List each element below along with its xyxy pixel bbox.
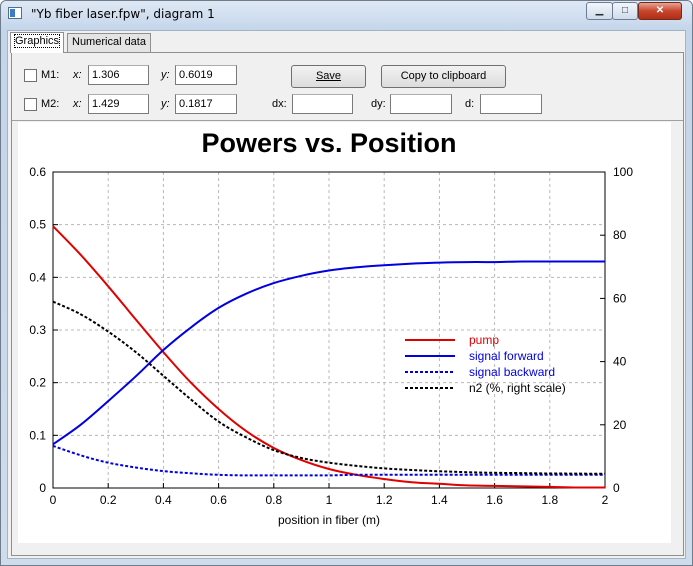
y2-tick-label: 20 — [613, 418, 627, 432]
m1-y-label: y: — [161, 69, 170, 81]
x-tick-label: 1 — [326, 493, 333, 507]
series-line-pump — [52, 225, 606, 489]
y-tick-label: 0.3 — [29, 323, 46, 337]
maximize-button[interactable]: □ — [612, 2, 638, 20]
y-tick-label: 0.1 — [29, 428, 46, 442]
m1-checkbox[interactable] — [24, 69, 37, 82]
close-icon: ✕ — [655, 5, 665, 16]
separator — [12, 120, 683, 121]
tab-numerical-data[interactable]: Numerical data — [67, 33, 151, 52]
y-tick-label: 0.4 — [29, 270, 46, 284]
legend-label: signal backward — [469, 365, 555, 379]
x-axis-label: position in fiber (m) — [278, 513, 380, 527]
dx-label: dx: — [272, 98, 287, 110]
y2-tick-label: 80 — [613, 228, 627, 242]
y-tick-label: 0.5 — [29, 218, 46, 232]
y2-tick-label: 60 — [613, 291, 627, 305]
series-line-signal — [52, 260, 605, 446]
d-label: d: — [465, 98, 475, 110]
window-title: "Yb fiber laser.fpw", diagram 1 — [31, 7, 215, 21]
y-tick-label: 0 — [39, 481, 46, 495]
y-tick-label: 0.6 — [29, 165, 46, 179]
series-line-n2 — [52, 300, 606, 475]
chart-svg: Powers vs. Position 0 0.2 0.4 0.6 0.8 1 1.2 1.4 1… — [29, 128, 633, 527]
m1-x-label: x: — [73, 69, 82, 81]
y2-tick-label: 40 — [613, 355, 627, 369]
panel-margin — [671, 122, 679, 543]
y-tick-label: 0.2 — [29, 376, 46, 390]
title-bar[interactable]: "Yb fiber laser.fpw", diagram 1 ▁ □ ✕ — [1, 1, 692, 27]
x-tick-label: 2 — [602, 493, 609, 507]
client-area: Graphics Numerical data M1: x: 1.306 y: … — [7, 30, 686, 559]
save-button-label: Save — [315, 70, 342, 82]
copy-to-clipboard-button[interactable]: Copy to clipboard — [381, 65, 506, 88]
minimize-button[interactable]: ▁ — [586, 2, 613, 20]
maximize-icon: □ — [621, 5, 629, 16]
tab-numerical-data-label: Numerical data — [72, 36, 146, 48]
x-tick-label: 0.6 — [210, 493, 227, 507]
m2-checkbox[interactable] — [24, 98, 37, 111]
app-icon — [8, 7, 22, 19]
x-tick-label: 1.2 — [376, 493, 393, 507]
dy-field[interactable] — [390, 94, 452, 114]
tab-graphics[interactable]: Graphics — [10, 32, 65, 53]
dx-field[interactable] — [292, 94, 353, 114]
save-button[interactable]: Save — [291, 65, 366, 88]
dy-label: dy: — [371, 98, 386, 110]
x-tick-label: 1.4 — [431, 493, 448, 507]
chart-area[interactable]: Powers vs. Position 0 0.2 0.4 0.6 0.8 1 1.2 1.4 1… — [18, 122, 671, 543]
y2-tick-label: 100 — [613, 165, 633, 179]
legend-label: n2 (%, right scale) — [469, 381, 566, 395]
legend-label: signal forward — [469, 349, 544, 363]
x-tick-label: 0.8 — [265, 493, 282, 507]
x-tick-label: 0 — [50, 493, 57, 507]
m2-y-label: y: — [161, 98, 170, 110]
legend-label: pump — [469, 333, 499, 347]
m1-y-field[interactable]: 0.6019 — [175, 65, 237, 85]
copy-button-label: Copy to clipboard — [400, 70, 487, 82]
m1-x-field[interactable]: 1.306 — [88, 65, 149, 85]
chart-title: Powers vs. Position — [201, 128, 456, 158]
x-tick-label: 1.6 — [486, 493, 503, 507]
m2-y-field[interactable]: 0.1817 — [175, 94, 237, 114]
minimize-icon: ▁ — [595, 5, 604, 16]
y2-tick-label: 0 — [613, 481, 620, 495]
x-tick-label: 0.4 — [155, 493, 172, 507]
x-tick-label: 1.8 — [541, 493, 558, 507]
m2-x-field[interactable]: 1.429 — [88, 94, 149, 114]
x-tick-label: 0.2 — [100, 493, 117, 507]
d-field[interactable] — [480, 94, 542, 114]
close-button[interactable]: ✕ — [638, 2, 682, 20]
m2-label: M2: — [41, 98, 60, 110]
graphics-panel: M1: x: 1.306 y: 0.6019 Save Copy to clip… — [11, 52, 684, 556]
m1-label: M1: — [41, 69, 60, 81]
tab-graphics-label: Graphics — [13, 34, 61, 48]
m2-x-label: x: — [73, 98, 82, 110]
